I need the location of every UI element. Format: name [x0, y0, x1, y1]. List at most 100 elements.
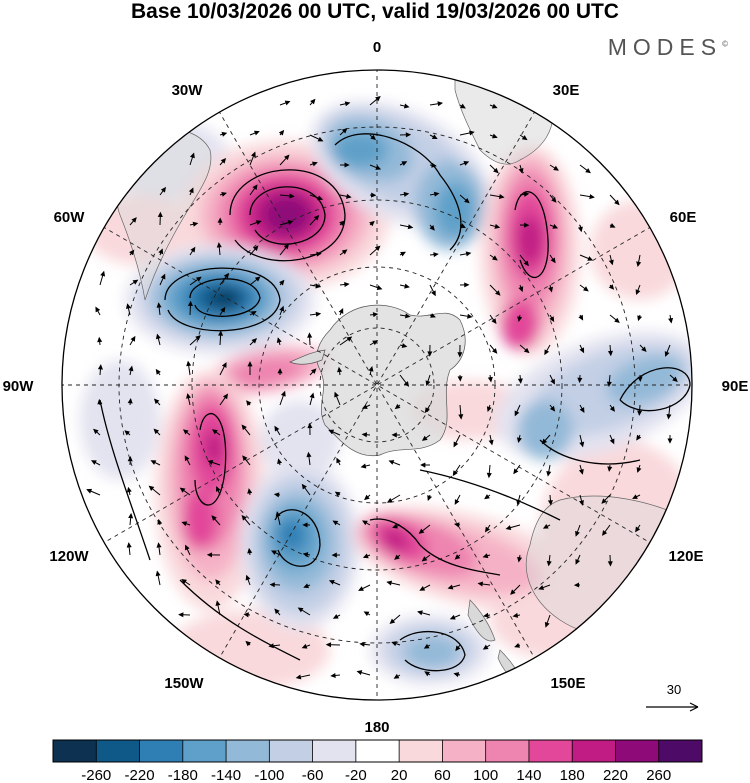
wind-vector-head [578, 469, 584, 475]
wind-vector-head [182, 429, 189, 435]
wind-vector-head [467, 313, 473, 319]
wind-vector-head [243, 612, 249, 618]
wind-vector-head [128, 512, 134, 519]
wind-vector-head [220, 306, 226, 313]
wind-vector-head [337, 366, 343, 373]
wind-vector-head [614, 199, 620, 206]
wind-vector-head [160, 186, 167, 193]
colorbar-swatch [96, 740, 141, 762]
wind-vector-head [601, 498, 607, 504]
streamline [274, 509, 321, 567]
wind-vector-head [433, 252, 439, 258]
wind-vector-head [284, 154, 290, 161]
colorbar-tick-label: 140 [516, 767, 541, 783]
wind-vector-head [306, 451, 312, 458]
wind-vector-head [469, 130, 475, 136]
wind-vector-head [606, 381, 612, 388]
wind-vector-head [417, 610, 423, 616]
wind-vector-head [220, 157, 227, 164]
anomaly-region [260, 400, 340, 480]
wind-vector-head [403, 381, 410, 387]
wind-vector-head [331, 552, 337, 558]
wind-vector-head [289, 193, 295, 199]
wind-vector-head [344, 162, 350, 168]
wind-vector-head [95, 306, 101, 313]
anomaly-region [381, 528, 409, 552]
colorbar-swatch [355, 740, 400, 762]
colorbar-tick-label: 220 [603, 767, 628, 783]
wind-vector-head [302, 552, 309, 558]
anomaly-region [500, 300, 540, 350]
wind-vector-head [207, 460, 214, 465]
wind-vector-head [222, 393, 229, 400]
brand-logo: MODES© [608, 34, 728, 61]
streamline [514, 191, 549, 279]
wind-vector-head [125, 303, 131, 309]
streamlines [99, 133, 691, 672]
wind-vector-head [542, 524, 549, 529]
wind-vector-head [635, 526, 641, 533]
wind-vector-head [458, 414, 464, 420]
wind-vector-head [158, 248, 164, 255]
colorbar-swatch [269, 740, 314, 762]
wind-vector-field [86, 95, 678, 680]
wind-vector-head [429, 225, 435, 231]
wind-vector-head [313, 214, 320, 221]
colorbar-tick-label: -220 [125, 767, 155, 783]
wind-vector-head [491, 103, 498, 109]
wind-vector-head [187, 300, 193, 307]
wind-vector-head [483, 612, 489, 618]
wind-vector-head [215, 579, 221, 585]
wind-vector-head [666, 414, 672, 420]
wind-vector-head [452, 470, 458, 477]
wind-vector-head [186, 393, 192, 399]
colorbar-tick-label: -140 [211, 767, 241, 783]
wind-vector-head [437, 101, 444, 107]
wind-vector-head [524, 222, 530, 228]
wind-vector-head [247, 361, 253, 367]
longitude-label: 120E [668, 548, 703, 565]
wind-vector-head [482, 644, 489, 650]
wind-vector-head [523, 347, 530, 354]
wind-vector-head [341, 128, 348, 134]
wind-vector-head [376, 285, 383, 290]
wind-vector-head [363, 611, 370, 617]
longitude-label: 180 [364, 719, 389, 736]
wind-vector-head [245, 640, 251, 647]
wind-vector-head [391, 432, 397, 438]
wind-vector-head [315, 283, 321, 289]
wind-vector-head [212, 429, 218, 435]
wind-vector-head [464, 282, 470, 288]
wind-vector-head [664, 351, 670, 357]
wind-vector-head [295, 674, 302, 680]
wind-vector-head [486, 472, 492, 479]
wind-vector-head [362, 520, 368, 526]
wind-vector-head [518, 168, 524, 174]
wind-vector-head [279, 305, 285, 312]
wind-vector-head [424, 407, 430, 413]
anomaly-region [332, 132, 388, 168]
wind-vector-head [386, 497, 393, 503]
wind-vector-head [157, 518, 163, 525]
wind-vector-head [635, 289, 641, 296]
wind-vector-head [254, 276, 261, 282]
longitude-label: 150W [164, 675, 204, 692]
wind-vector-head [447, 584, 454, 590]
wind-vector-head [217, 217, 223, 223]
wind-vector-head [317, 195, 324, 201]
wind-vector-head [252, 184, 258, 191]
wind-vector-head [131, 217, 137, 223]
wind-vector-head [514, 410, 520, 417]
colorbar-swatch [399, 740, 443, 762]
streamline [194, 412, 227, 506]
wind-vector-head [637, 315, 643, 322]
wind-vector-head [250, 311, 257, 316]
wind-vector-head [523, 260, 529, 267]
wind-vector-head [425, 380, 431, 387]
wind-vector-head [516, 437, 522, 443]
wind-vector-head [375, 165, 382, 170]
wind-vector-head [460, 223, 466, 228]
wind-vector-head [223, 272, 229, 279]
wind-vector-head [181, 521, 188, 527]
wind-vector-head [344, 281, 350, 288]
